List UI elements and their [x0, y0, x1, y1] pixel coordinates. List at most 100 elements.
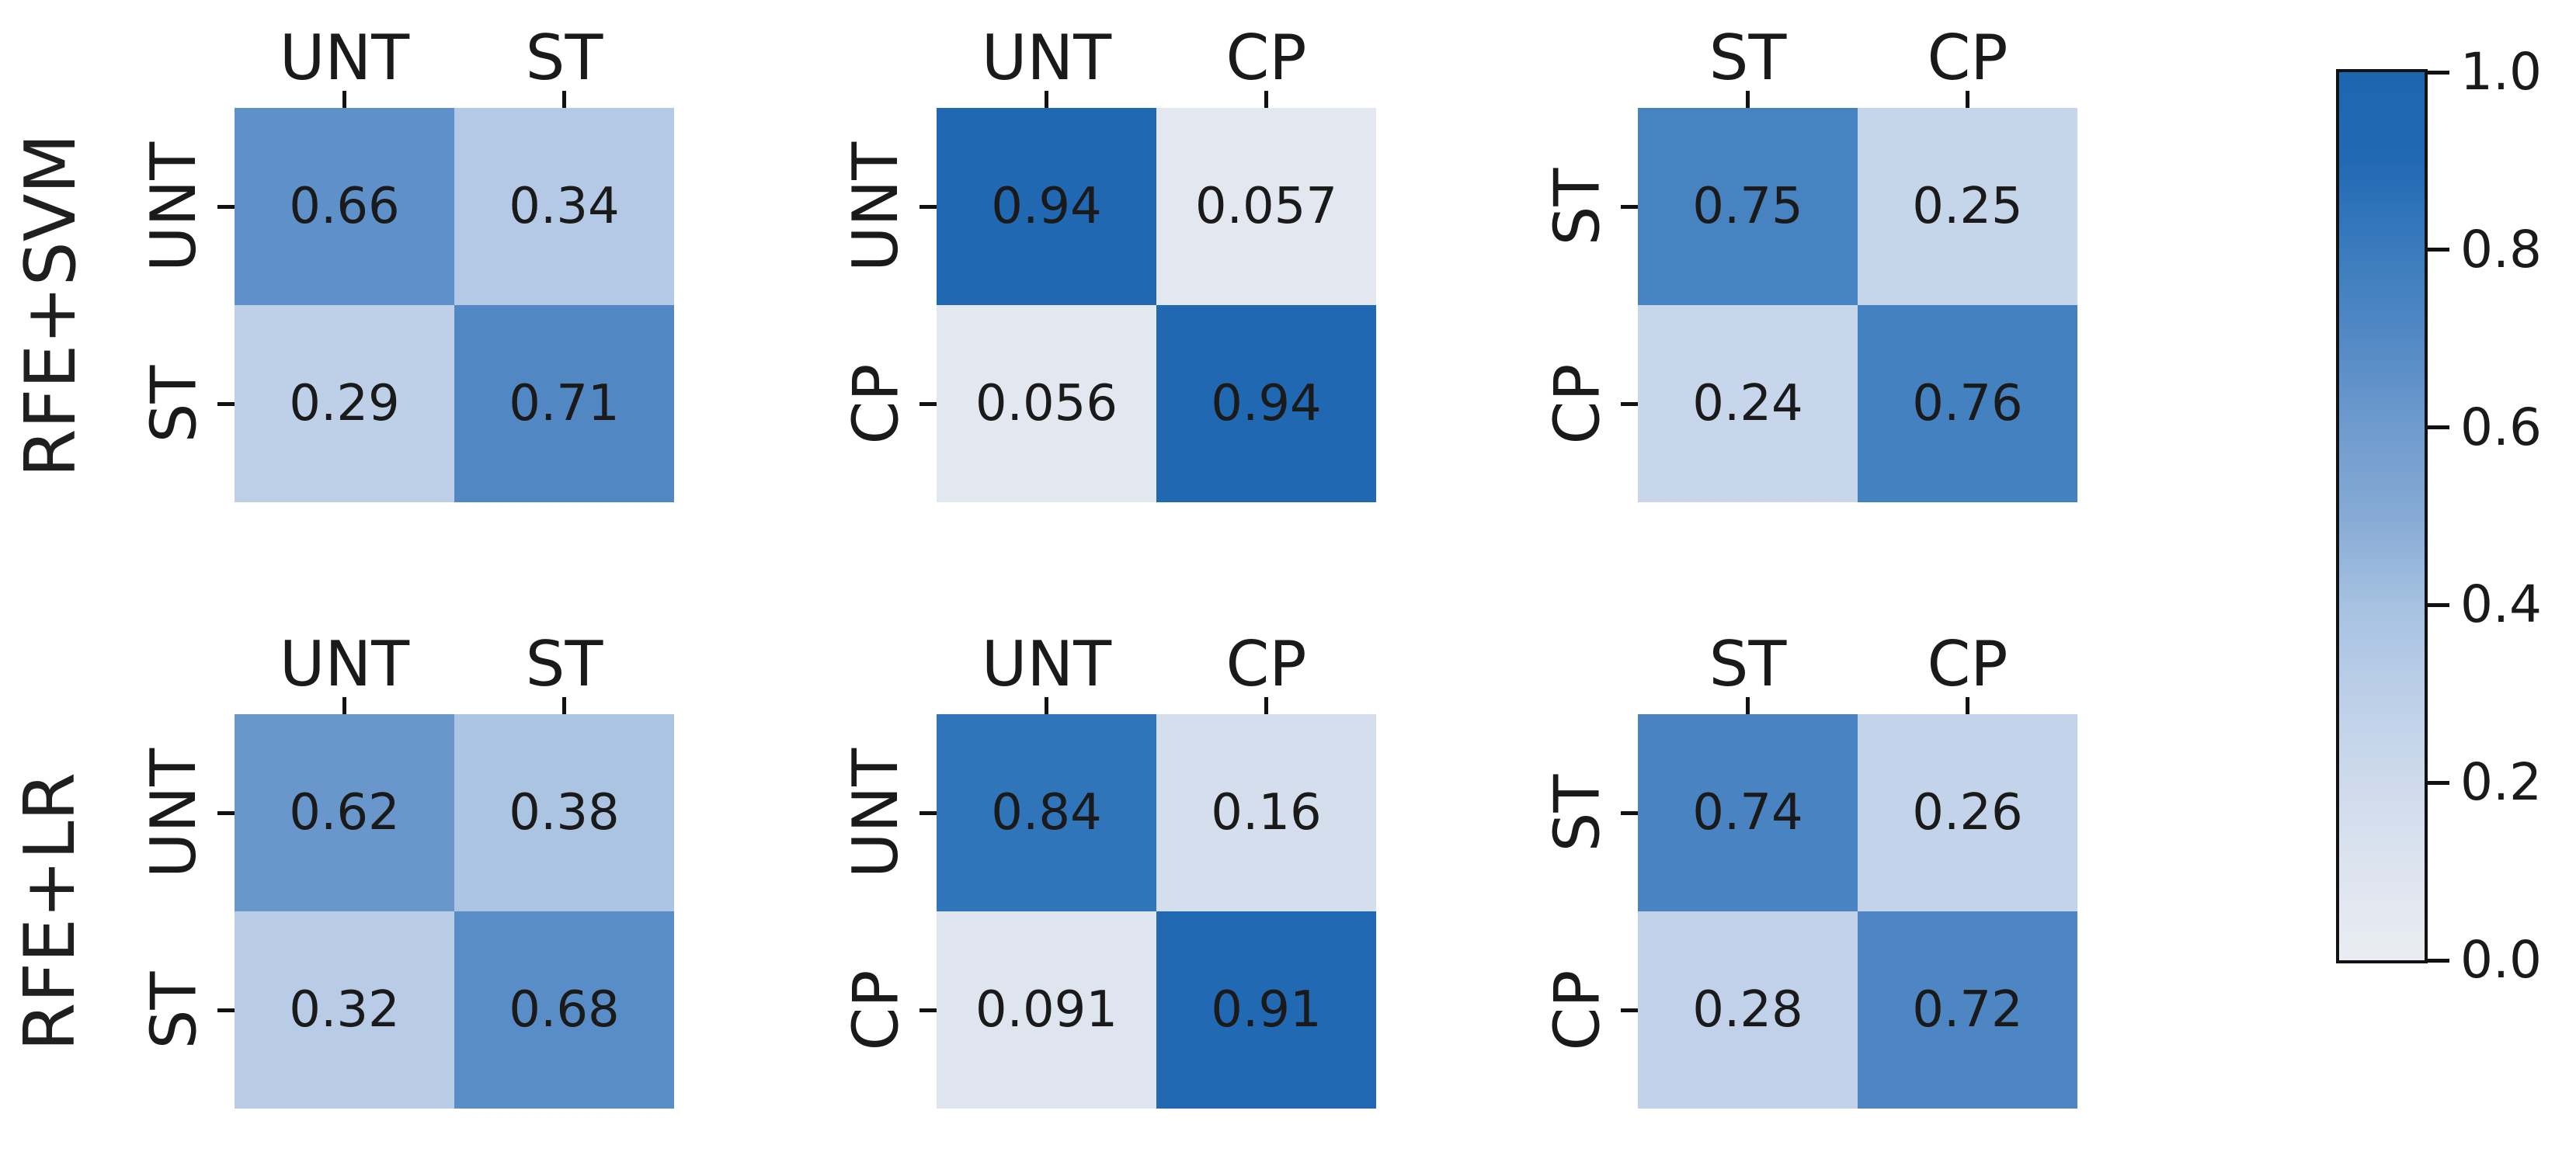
heatmap-cell-value: 0.72 — [1912, 981, 2023, 1039]
y-tick-mark — [217, 401, 235, 406]
row-group-label-rfe-svm: RFE+SVM — [0, 108, 101, 502]
heatmap-cell-value: 0.26 — [1912, 784, 2023, 842]
heatmap-cell: 0.68 — [454, 911, 674, 1109]
x-tick-mark — [1045, 91, 1048, 108]
heatmap-cell-value: 0.16 — [1211, 784, 1322, 842]
heatmap-cell-value: 0.25 — [1912, 178, 2023, 235]
heatmap-cell-value: 0.091 — [975, 981, 1118, 1039]
heatmap-cell: 0.057 — [1156, 108, 1376, 305]
heatmap-cell-value: 0.71 — [509, 375, 620, 432]
y-tick-label-text: CP — [840, 363, 913, 445]
colorbar-tick-label: 0.4 — [2460, 574, 2542, 635]
heatmap-cell-value: 0.29 — [289, 375, 400, 432]
colorbar: 1.0 0.8 0.6 0.4 0.2 0.0 — [2336, 44, 2573, 988]
x-tick-mark — [1746, 697, 1750, 714]
heatmap-cell-value: 0.76 — [1912, 375, 2023, 432]
y-tick-mark — [1621, 1008, 1638, 1012]
heatmap-cell-value: 0.056 — [975, 375, 1118, 432]
heatmap-cell: 0.34 — [454, 108, 674, 305]
heatmap-cell: 0.091 — [937, 911, 1156, 1109]
heatmap-cell-value: 0.62 — [289, 784, 400, 842]
y-tick-label-text: CP — [1541, 363, 1614, 445]
heatmap-cell-value: 0.74 — [1692, 784, 1803, 842]
row-group-label-text: RFE+LR — [9, 772, 92, 1051]
x-tick-mark — [1264, 697, 1268, 714]
colorbar-tick-mark — [2428, 602, 2449, 607]
heatmap-cell-value: 0.91 — [1211, 981, 1322, 1039]
heatmap-cell: 0.66 — [235, 108, 454, 305]
y-tick-mark — [1621, 401, 1638, 406]
heatmap-cell-value: 0.057 — [1194, 178, 1338, 235]
heatmap-cell: 0.72 — [1858, 911, 2077, 1109]
x-tick-mark — [562, 697, 566, 714]
x-tick-label: UNT — [981, 22, 1112, 94]
colorbar-tick-mark — [2428, 425, 2449, 430]
colorbar-tick-mark — [2428, 780, 2449, 785]
y-tick-label-text: UNT — [137, 748, 210, 878]
y-tick-label: ST — [1542, 108, 1614, 305]
heatmap-cell-value: 0.75 — [1692, 178, 1803, 235]
x-tick-label: CP — [1927, 628, 2008, 700]
y-tick-label: CP — [1542, 911, 1614, 1109]
y-tick-label: ST — [137, 305, 210, 502]
y-tick-label-text: ST — [137, 971, 210, 1049]
heatmap-cell: 0.84 — [937, 714, 1156, 911]
x-tick-label: ST — [1709, 22, 1787, 94]
x-tick-label: ST — [525, 22, 603, 94]
confusion-matrix-rfe-lr-unt-st: 0.62 0.38 0.32 0.68 UNT ST UNT ST — [138, 633, 674, 1109]
heatmap-cell-value: 0.94 — [1211, 375, 1322, 432]
y-tick-label-text: UNT — [840, 141, 913, 272]
y-tick-mark — [920, 1008, 937, 1012]
row-group-label-text: RFE+SVM — [9, 133, 92, 477]
y-tick-mark — [1621, 204, 1638, 209]
colorbar-tick-mark — [2428, 958, 2449, 963]
x-tick-mark — [1045, 697, 1048, 714]
confusion-matrix-rfe-lr-st-cp: 0.74 0.26 0.28 0.72 ST CP ST CP — [1542, 633, 2077, 1109]
y-tick-label-text: UNT — [137, 141, 210, 272]
x-tick-label: UNT — [279, 22, 410, 94]
x-tick-label: CP — [1225, 22, 1307, 94]
colorbar-gradient — [2336, 69, 2428, 963]
y-tick-mark — [920, 204, 937, 209]
heatmap-cell: 0.71 — [454, 305, 674, 502]
row-group-label-rfe-lr: RFE+LR — [0, 714, 101, 1109]
y-tick-label-text: CP — [1541, 969, 1614, 1051]
heatmap-cell-value: 0.32 — [289, 981, 400, 1039]
x-tick-mark — [1966, 91, 1969, 108]
x-tick-mark — [1264, 91, 1268, 108]
colorbar-tick-label: 0.2 — [2460, 752, 2542, 813]
x-tick-label: CP — [1927, 22, 2008, 94]
colorbar-tick-mark — [2428, 70, 2449, 75]
heatmap-cell-value: 0.84 — [991, 784, 1102, 842]
y-tick-mark — [920, 401, 937, 406]
y-tick-label: UNT — [840, 714, 913, 911]
y-tick-label: CP — [840, 911, 913, 1109]
heatmap-cell: 0.16 — [1156, 714, 1376, 911]
x-tick-label: UNT — [279, 628, 410, 700]
colorbar-tick-label: 1.0 — [2460, 42, 2542, 102]
confusion-matrix-rfe-svm-unt-cp: 0.94 0.057 0.056 0.94 UNT CP UNT CP — [840, 27, 1376, 502]
x-tick-mark — [342, 91, 346, 108]
y-tick-label-text: UNT — [840, 748, 913, 878]
confusion-matrix-rfe-svm-st-cp: 0.75 0.25 0.24 0.76 ST CP ST CP — [1542, 27, 2077, 502]
y-tick-label-text: ST — [137, 365, 210, 442]
x-tick-mark — [1966, 697, 1969, 714]
y-tick-mark — [217, 810, 235, 815]
y-tick-label: CP — [1542, 305, 1614, 502]
colorbar-tick-mark — [2428, 248, 2449, 252]
y-tick-mark — [920, 810, 937, 815]
heatmap-cell-value: 0.28 — [1692, 981, 1803, 1039]
colorbar-tick-label: 0.0 — [2460, 930, 2542, 990]
heatmap-cell: 0.056 — [937, 305, 1156, 502]
y-tick-mark — [217, 1008, 235, 1012]
heatmap-cell: 0.75 — [1638, 108, 1858, 305]
colorbar-tick-label: 0.6 — [2460, 397, 2542, 457]
y-tick-label: UNT — [137, 108, 210, 305]
heatmap-cell-value: 0.24 — [1692, 375, 1803, 432]
heatmap-cell: 0.24 — [1638, 305, 1858, 502]
heatmap-cell-value: 0.68 — [509, 981, 620, 1039]
y-tick-mark — [1621, 810, 1638, 815]
heatmap-cell: 0.26 — [1858, 714, 2077, 911]
x-tick-mark — [342, 697, 346, 714]
